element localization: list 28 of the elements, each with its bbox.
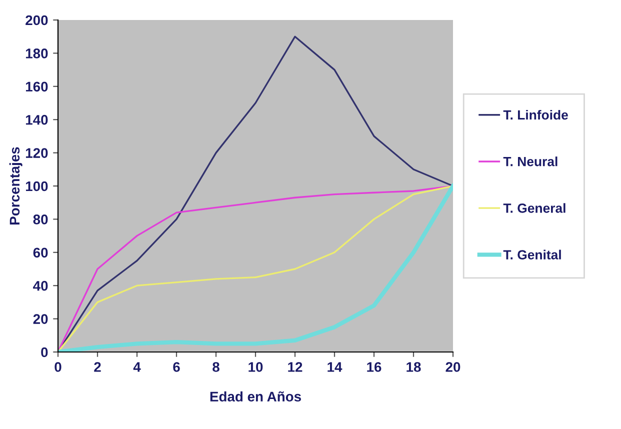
x-tick-label: 16 [367,362,382,372]
y-tick-label: 120 [26,148,48,158]
x-tick-label: 6 [173,362,180,372]
y-tick-label: 160 [26,82,48,92]
x-tick-label: 2 [94,362,101,372]
y-tick-label: 100 [26,181,48,192]
y-tick-label: 40 [33,280,48,291]
legend-label: T. Neural [503,156,558,166]
legend-label: T. General [503,203,566,213]
x-tick-label: 14 [328,362,342,372]
x-tick-label: 10 [248,362,263,372]
x-tick-label: 8 [212,362,220,372]
y-tick-label: 0 [41,347,48,358]
y-axis-title: Porcentajes [9,147,22,224]
y-tick-label: 20 [33,314,48,324]
y-tick-label: 60 [33,248,48,258]
x-tick-label: 0 [54,362,62,372]
y-tick-label: 200 [26,15,48,26]
x-tick-label: 4 [133,362,141,372]
legend-label: T. Linfoide [503,110,568,120]
y-tick-label: 140 [26,114,48,125]
x-tick-label: 18 [406,362,421,372]
y-tick-label: 180 [26,48,48,58]
y-tick-label: 80 [33,214,48,224]
x-axis-title: Edad en Años [210,391,301,402]
legend-label: T. Genital [503,250,561,260]
x-tick-label: 20 [446,362,460,372]
x-tick-label: 12 [288,362,302,372]
